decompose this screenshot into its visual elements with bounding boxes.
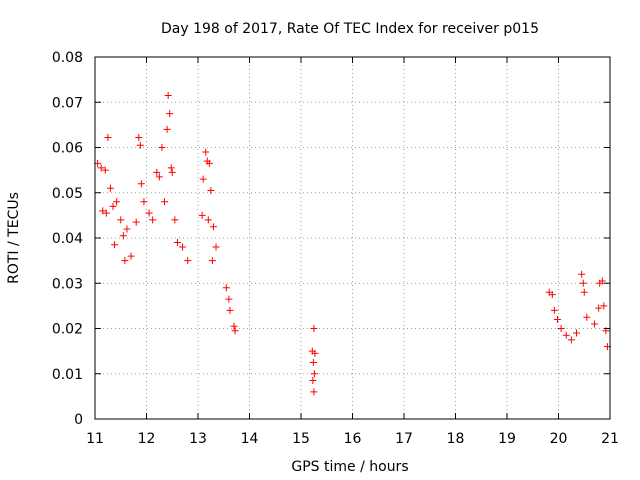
x-tick-label: 12 bbox=[138, 431, 156, 447]
x-tick-label: 20 bbox=[550, 431, 568, 447]
data-point bbox=[102, 209, 110, 217]
data-point bbox=[208, 257, 216, 265]
x-tick-label: 21 bbox=[601, 431, 619, 447]
data-point bbox=[127, 252, 135, 260]
y-tick-label: 0.05 bbox=[52, 186, 83, 202]
data-point bbox=[550, 306, 558, 314]
data-point bbox=[132, 218, 140, 226]
y-tick-label: 0.02 bbox=[52, 322, 83, 338]
x-tick-label: 19 bbox=[498, 431, 516, 447]
data-point bbox=[184, 257, 192, 265]
x-tick-labels: 11 12 13 14 15 16 17 18 19 20 21 bbox=[86, 431, 619, 447]
data-point bbox=[155, 173, 163, 181]
data-point bbox=[204, 216, 212, 224]
x-tick-label: 14 bbox=[241, 431, 259, 447]
data-point bbox=[135, 134, 143, 142]
y-tick-label: 0.08 bbox=[52, 50, 83, 66]
data-point bbox=[202, 148, 210, 156]
data-point bbox=[209, 223, 217, 231]
data-point bbox=[578, 270, 586, 278]
data-point bbox=[99, 207, 107, 215]
data-point bbox=[168, 168, 176, 176]
data-point bbox=[119, 232, 127, 240]
y-tick-label: 0.01 bbox=[52, 367, 83, 383]
data-point bbox=[164, 91, 172, 99]
y-tick-label: 0.04 bbox=[52, 231, 83, 247]
data-point bbox=[111, 241, 119, 249]
data-point bbox=[600, 302, 608, 310]
data-point bbox=[101, 166, 109, 174]
data-point bbox=[225, 295, 233, 303]
axis-ticks bbox=[94, 56, 611, 420]
data-point bbox=[198, 211, 206, 219]
data-point bbox=[153, 168, 161, 176]
data-point bbox=[310, 388, 318, 396]
data-point bbox=[163, 125, 171, 133]
data-point bbox=[166, 110, 174, 118]
data-point bbox=[117, 216, 125, 224]
chart-title: Day 198 of 2017, Rate Of TEC Index for r… bbox=[161, 21, 539, 37]
data-point bbox=[123, 225, 131, 233]
x-axis-label: GPS time / hours bbox=[291, 459, 408, 475]
data-point bbox=[140, 198, 148, 206]
x-tick-label: 18 bbox=[447, 431, 465, 447]
data-point bbox=[311, 349, 319, 357]
y-tick-label: 0.07 bbox=[52, 95, 83, 111]
data-point bbox=[121, 257, 129, 265]
data-point bbox=[199, 175, 207, 183]
data-point bbox=[161, 198, 169, 206]
data-point bbox=[149, 216, 157, 224]
grid-lines bbox=[95, 57, 610, 419]
y-tick-labels: 0 0.01 0.02 0.03 0.04 0.05 0.06 0.07 0.08 bbox=[52, 50, 83, 428]
data-point bbox=[598, 277, 606, 285]
data-point bbox=[553, 315, 561, 323]
data-point bbox=[97, 164, 105, 172]
data-point bbox=[231, 327, 239, 335]
data-point bbox=[158, 144, 166, 151]
y-tick-label: 0.06 bbox=[52, 141, 83, 157]
data-point bbox=[136, 141, 144, 149]
data-point bbox=[226, 306, 234, 314]
data-point bbox=[579, 279, 587, 287]
data-point bbox=[230, 322, 238, 330]
data-point bbox=[580, 288, 588, 296]
x-tick-label: 11 bbox=[86, 431, 104, 447]
data-point bbox=[113, 198, 121, 206]
data-point bbox=[573, 329, 581, 337]
data-point bbox=[548, 291, 556, 299]
data-point bbox=[167, 164, 175, 172]
data-points bbox=[94, 91, 611, 396]
data-point bbox=[179, 243, 187, 251]
x-tick-label: 15 bbox=[292, 431, 310, 447]
data-point bbox=[205, 159, 213, 167]
data-point bbox=[557, 325, 565, 332]
data-point bbox=[595, 304, 603, 312]
data-point bbox=[309, 377, 317, 385]
data-point bbox=[106, 184, 114, 192]
x-tick-label: 13 bbox=[189, 431, 207, 447]
x-tick-label: 16 bbox=[344, 431, 362, 447]
data-point bbox=[173, 239, 181, 247]
data-point bbox=[591, 320, 599, 328]
data-point bbox=[309, 358, 317, 366]
data-point bbox=[562, 331, 570, 339]
y-tick-label: 0 bbox=[74, 412, 83, 428]
data-point bbox=[109, 202, 117, 210]
data-point bbox=[310, 370, 318, 378]
y-tick-label: 0.03 bbox=[52, 276, 83, 292]
data-point bbox=[104, 134, 112, 142]
data-point bbox=[207, 186, 215, 194]
data-point bbox=[137, 180, 145, 188]
data-point bbox=[145, 209, 153, 217]
data-point bbox=[310, 325, 318, 332]
data-point bbox=[222, 284, 230, 292]
y-axis-label: ROTI / TECUs bbox=[6, 192, 22, 284]
x-tick-label: 17 bbox=[395, 431, 413, 447]
data-point bbox=[583, 313, 591, 321]
data-point bbox=[212, 243, 220, 251]
data-point bbox=[171, 216, 179, 224]
data-point bbox=[567, 336, 575, 344]
